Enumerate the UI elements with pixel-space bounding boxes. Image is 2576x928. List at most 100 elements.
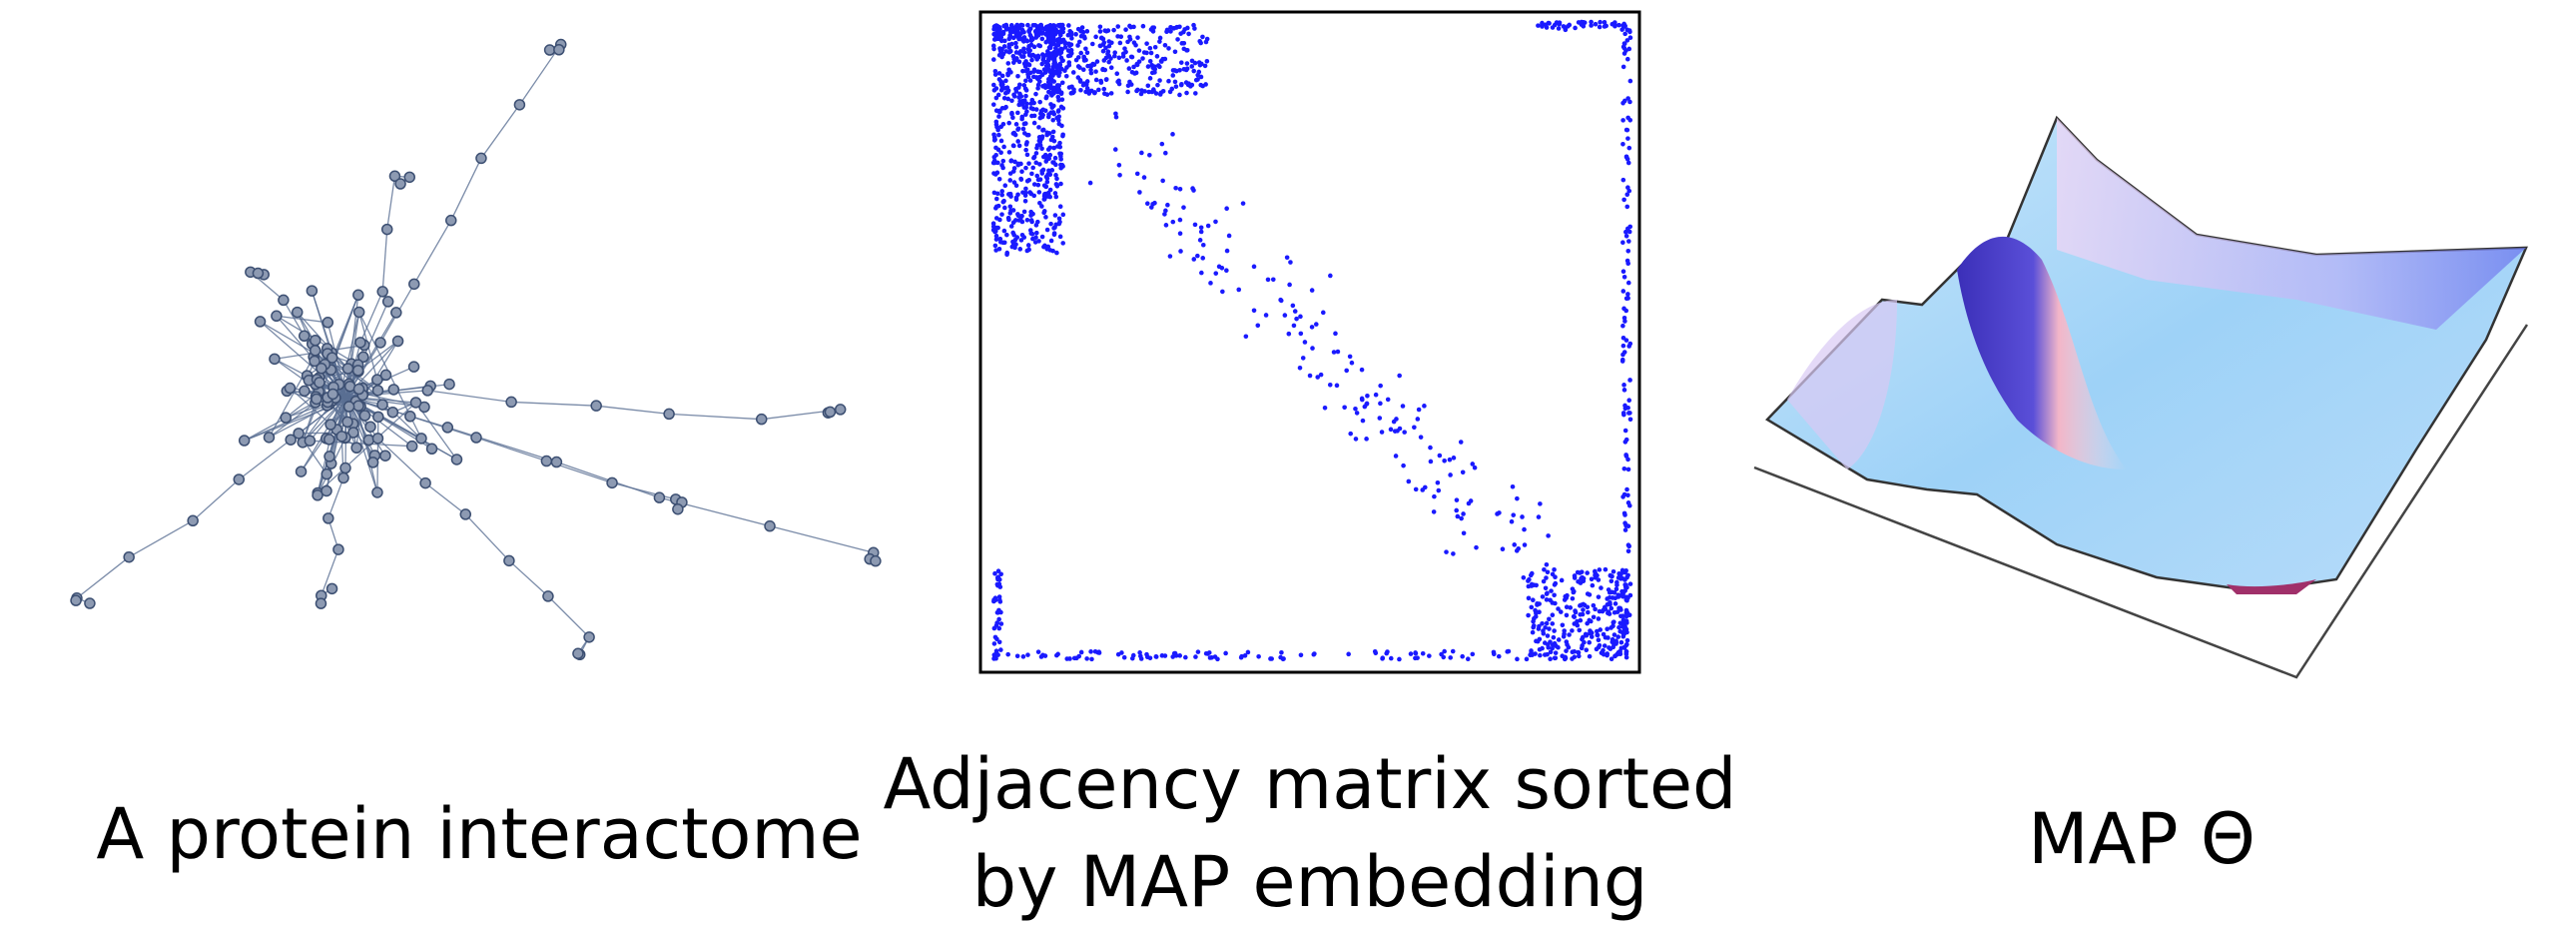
node	[332, 543, 344, 555]
matrix-dot	[1160, 178, 1165, 184]
matrix-dot	[1019, 54, 1024, 59]
matrix-dot	[1601, 607, 1607, 612]
matrix-dot	[1140, 56, 1145, 61]
matrix-dot	[1168, 29, 1173, 34]
matrix-dot	[1606, 610, 1610, 616]
matrix-dot	[1048, 221, 1053, 227]
matrix-dot	[1286, 331, 1292, 337]
node	[284, 382, 297, 395]
matrix-dot	[1130, 652, 1136, 658]
matrix-dot	[1567, 632, 1572, 637]
matrix-dot	[1185, 25, 1190, 31]
matrix-dot	[991, 171, 996, 176]
matrix-dot	[1333, 331, 1338, 337]
node	[553, 43, 565, 56]
matrix-dot	[1465, 656, 1471, 662]
matrix-dot	[1545, 569, 1551, 575]
matrix-dot	[1191, 257, 1197, 262]
matrix-dot	[1531, 624, 1536, 630]
matrix-dot	[1035, 86, 1040, 91]
matrix-dot	[999, 106, 1005, 111]
matrix-dot	[1346, 651, 1351, 657]
matrix-dot	[1377, 416, 1383, 421]
matrix-dot	[1442, 648, 1447, 654]
matrix-dot	[1532, 615, 1537, 621]
matrix-dot	[1627, 78, 1633, 84]
node	[409, 397, 422, 409]
matrix-dot	[1036, 135, 1042, 140]
matrix-dot	[1050, 248, 1055, 254]
matrix-dot	[1546, 642, 1551, 647]
matrix-dot	[1420, 650, 1426, 656]
matrix-dot	[1621, 631, 1627, 636]
matrix-dot	[1050, 41, 1055, 47]
matrix-dot	[1610, 568, 1616, 574]
node	[323, 434, 335, 446]
matrix-dot	[1623, 649, 1629, 655]
matrix-dot	[1021, 105, 1027, 110]
matrix-dot	[996, 27, 1001, 32]
matrix-dot	[1053, 194, 1059, 200]
matrix-dot	[1428, 445, 1433, 451]
matrix-dot	[1564, 604, 1570, 609]
matrix-dot	[1044, 179, 1050, 185]
matrix-dot	[1040, 128, 1045, 133]
matrix-dot	[1521, 574, 1527, 580]
matrix-dot	[1613, 639, 1619, 645]
matrix-dot	[998, 34, 1003, 40]
matrix-dot	[1008, 48, 1013, 54]
node	[405, 440, 418, 453]
matrix-dot	[1059, 97, 1065, 102]
matrix-dot	[1071, 655, 1077, 661]
matrix-dot	[1608, 573, 1613, 578]
matrix-dot	[1137, 653, 1143, 659]
matrix-dot	[1236, 287, 1242, 293]
matrix-dot	[1596, 637, 1602, 643]
node	[663, 408, 675, 421]
matrix-dot	[1402, 430, 1407, 435]
matrix-dot	[1045, 244, 1051, 250]
matrix-dot	[1008, 224, 1014, 229]
matrix-dot	[1060, 241, 1065, 246]
matrix-dot	[1002, 205, 1007, 211]
matrix-dot	[1288, 260, 1293, 265]
matrix-dot	[1436, 487, 1442, 493]
matrix-dot	[1103, 45, 1108, 51]
edge	[611, 481, 676, 500]
matrix-dot	[997, 109, 1002, 115]
matrix-dot	[1605, 652, 1610, 658]
node	[503, 554, 515, 567]
node	[357, 351, 369, 364]
matrix-dot	[1431, 509, 1437, 514]
matrix-dot	[991, 641, 997, 646]
matrix-dot	[1534, 638, 1539, 644]
node	[542, 590, 554, 602]
matrix-dot	[1397, 373, 1402, 379]
matrix-dot	[1001, 198, 1006, 204]
matrix-dot	[1327, 382, 1333, 388]
matrix-dot	[1028, 38, 1034, 43]
matrix-dot	[1278, 297, 1283, 303]
matrix-dot	[1156, 63, 1161, 68]
matrix-dot	[1572, 573, 1578, 578]
matrix-dot	[996, 52, 1002, 58]
matrix-dot	[1134, 61, 1140, 67]
matrix-dot	[1496, 653, 1502, 659]
matrix-dot	[1620, 613, 1625, 618]
matrix-dot	[1144, 41, 1149, 46]
matrix-dot	[991, 190, 997, 196]
matrix-dot	[1193, 91, 1198, 96]
matrix-dot	[1603, 566, 1609, 572]
matrix-dot	[1322, 405, 1328, 411]
matrix-dot	[1034, 57, 1039, 62]
matrix-dot	[1147, 45, 1153, 51]
matrix-dot	[1599, 585, 1604, 590]
matrix-dot	[999, 163, 1004, 168]
matrix-dot	[1199, 270, 1204, 276]
matrix-dot	[1023, 186, 1028, 192]
matrix-dot	[1618, 639, 1624, 645]
base-plane	[1753, 324, 2529, 679]
caption: Adjacency matrix sorted	[884, 743, 1737, 825]
matrix-dot	[1043, 159, 1049, 164]
matrix-dot	[1624, 156, 1630, 162]
